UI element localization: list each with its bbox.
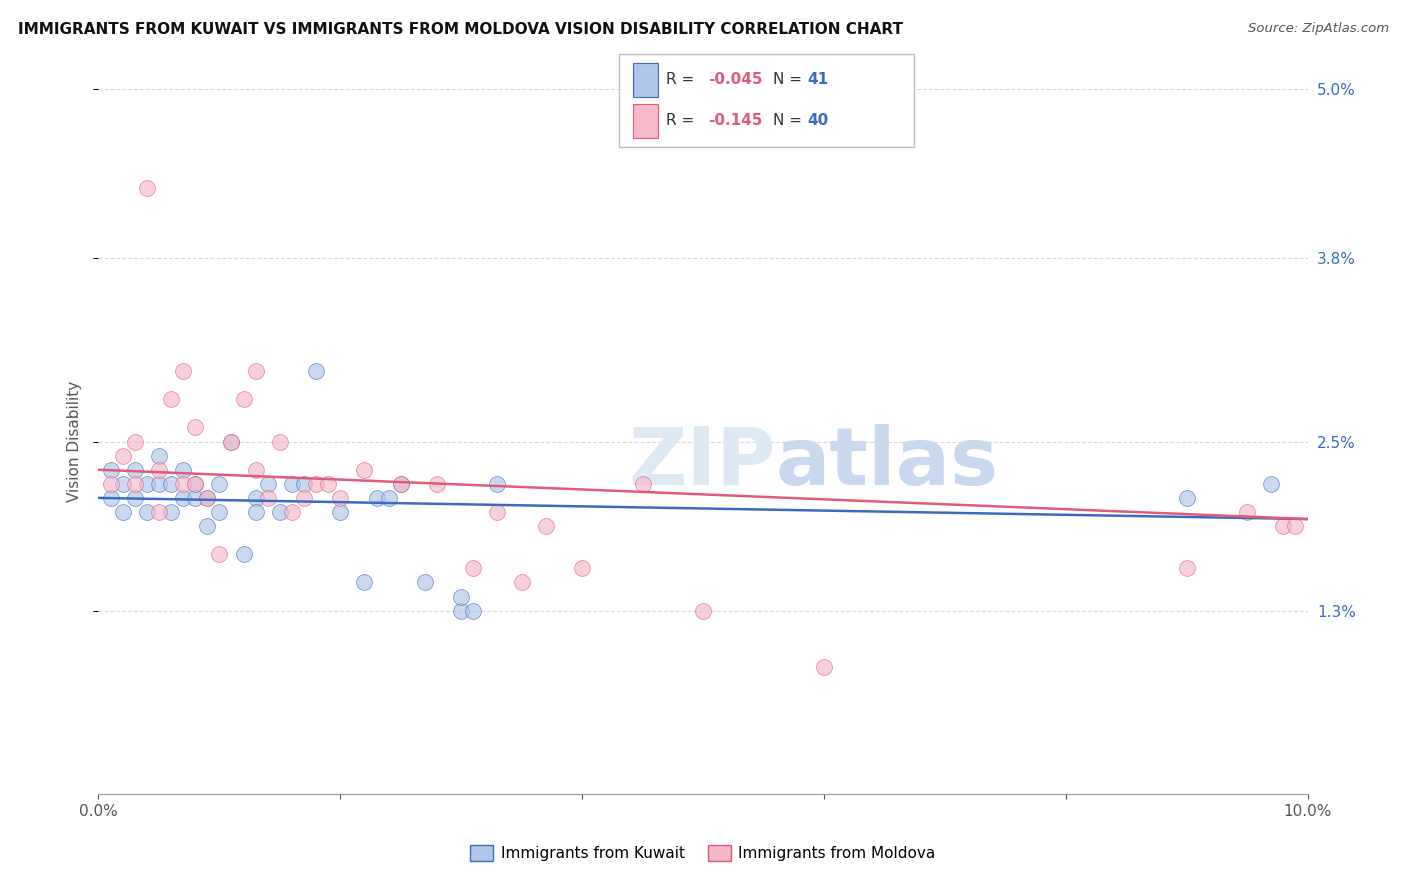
Point (389, 476, 412, 491)
Point (269, 434, 291, 449)
Point (1175, 561, 1198, 575)
Point (160, 392, 183, 407)
Point (486, 505, 509, 519)
Point (100, 491, 122, 505)
Point (135, 476, 157, 491)
Point (172, 364, 194, 378)
Legend: Immigrants from Kuwait, Immigrants from Moldova: Immigrants from Kuwait, Immigrants from … (464, 839, 942, 867)
Point (148, 449, 170, 463)
Point (353, 575, 375, 590)
Point (1260, 476, 1282, 491)
Point (124, 434, 146, 449)
Point (329, 491, 352, 505)
Point (245, 463, 267, 477)
Text: -0.045: -0.045 (709, 72, 763, 87)
Text: Source: ZipAtlas.com: Source: ZipAtlas.com (1249, 22, 1389, 36)
Text: N =: N = (773, 72, 807, 87)
Point (195, 491, 218, 505)
Point (426, 476, 449, 491)
Point (111, 505, 134, 519)
Point (571, 561, 593, 575)
Point (100, 463, 122, 477)
Point (245, 505, 267, 519)
Point (184, 491, 207, 505)
Point (256, 491, 278, 505)
Text: R =: R = (666, 72, 700, 87)
Point (486, 476, 509, 491)
Point (184, 420, 207, 434)
Text: 40: 40 (807, 113, 828, 128)
Point (148, 476, 170, 491)
Point (463, 561, 485, 575)
Point (172, 491, 194, 505)
Point (160, 476, 183, 491)
Point (124, 491, 146, 505)
Point (245, 364, 267, 378)
Point (245, 491, 267, 505)
Point (135, 181, 157, 195)
Point (1284, 519, 1306, 533)
Point (124, 476, 146, 491)
Point (413, 575, 436, 590)
Point (813, 660, 835, 674)
Text: N =: N = (773, 113, 807, 128)
Point (256, 476, 278, 491)
Point (692, 604, 714, 618)
Point (269, 505, 291, 519)
Point (510, 575, 533, 590)
Point (208, 505, 231, 519)
Point (631, 476, 654, 491)
Text: IMMIGRANTS FROM KUWAIT VS IMMIGRANTS FROM MOLDOVA VISION DISABILITY CORRELATION : IMMIGRANTS FROM KUWAIT VS IMMIGRANTS FRO… (18, 22, 903, 37)
Point (100, 476, 122, 491)
Point (111, 449, 134, 463)
Text: -0.145: -0.145 (709, 113, 763, 128)
Point (184, 476, 207, 491)
Point (1236, 505, 1258, 519)
Point (160, 505, 183, 519)
Point (450, 590, 472, 604)
Point (135, 505, 157, 519)
Point (305, 364, 328, 378)
Point (292, 476, 315, 491)
Text: atlas: atlas (776, 424, 998, 501)
Point (450, 604, 472, 618)
Point (463, 604, 485, 618)
Point (148, 505, 170, 519)
Point (281, 476, 304, 491)
Point (232, 547, 254, 561)
Point (221, 434, 243, 449)
Point (353, 463, 375, 477)
Point (208, 476, 231, 491)
Point (111, 476, 134, 491)
Point (124, 463, 146, 477)
Point (305, 476, 328, 491)
Point (316, 476, 339, 491)
Point (172, 476, 194, 491)
Point (208, 547, 231, 561)
Point (232, 392, 254, 407)
Point (148, 463, 170, 477)
Point (366, 491, 388, 505)
Point (389, 476, 412, 491)
Point (172, 463, 194, 477)
Point (221, 434, 243, 449)
Text: R =: R = (666, 113, 704, 128)
Point (1175, 491, 1198, 505)
Text: ZIP: ZIP (628, 424, 776, 501)
Point (292, 491, 315, 505)
Point (329, 505, 352, 519)
Point (534, 519, 557, 533)
Point (1272, 519, 1295, 533)
Point (377, 491, 399, 505)
Point (195, 491, 218, 505)
Point (184, 476, 207, 491)
Text: 41: 41 (807, 72, 828, 87)
Point (195, 519, 218, 533)
Point (281, 505, 304, 519)
Y-axis label: Vision Disability: Vision Disability (67, 381, 83, 502)
